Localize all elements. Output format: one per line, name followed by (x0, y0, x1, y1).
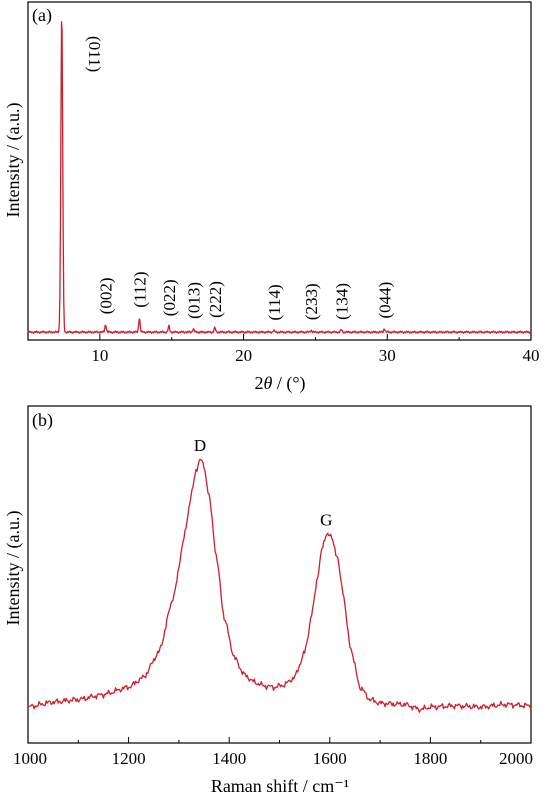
raman-x-tick-label: 2000 (499, 749, 533, 768)
xrd-x-ticks: 10 20 30 40 (27, 334, 540, 365)
raman-panel-label: (b) (32, 410, 53, 431)
xrd-peak-label: (114) (265, 284, 284, 320)
raman-plot-frame (27, 405, 532, 744)
xrd-peak-label: (022) (160, 279, 179, 316)
raman-peak-label: D (194, 436, 206, 455)
xrd-panel: (a) 10 20 30 40 (011)(002) (112) (022) (013) (2… (3, 1, 540, 394)
xrd-x-tick-label: 20 (235, 346, 252, 365)
raman-y-axis-label: Intensity / (a.u.) (3, 511, 24, 626)
raman-x-tick-label: 1000 (13, 749, 47, 768)
xrd-x-tick-label: 40 (523, 346, 540, 365)
xrd-peak-label: (112) (130, 271, 149, 307)
raman-panel: (b) 1000 1200 1400 1600 1800 2000 DG Raman sh… (3, 405, 533, 796)
xrd-peak-label: (013) (184, 282, 203, 319)
xrd-x-tick-label: 30 (379, 346, 396, 365)
xrd-peak-label: (011) (85, 36, 104, 72)
raman-x-tick-label: 1800 (413, 749, 447, 768)
raman-x-tick-label: 1400 (212, 749, 246, 768)
xrd-pattern-line (27, 21, 532, 334)
raman-x-ticks: 1000 1200 1400 1600 1800 2000 (13, 737, 533, 768)
raman-peak-annotations: DG (194, 436, 333, 529)
xrd-peak-labels: (011) (002) (112) (022) (013) (222) (114) (233)… (85, 36, 395, 320)
raman-spectrum-line (27, 458, 532, 713)
raman-x-axis-label: Raman shift / cm⁻¹ (211, 776, 349, 796)
xrd-peak-label: (134) (332, 283, 351, 320)
xrd-x-axis-label: 2θ / (°) (254, 373, 305, 394)
xrd-x-tick-label: 10 (91, 346, 108, 365)
xrd-peak-label: (002) (97, 277, 116, 314)
xrd-peak-label: (233) (302, 283, 321, 320)
xrd-panel-label: (a) (32, 5, 52, 26)
xrd-peak-label: (222) (206, 281, 225, 318)
xrd-peak-label: (044) (375, 282, 394, 319)
xrd-y-axis-label: Intensity / (a.u.) (3, 103, 24, 218)
raman-peak-label: G (320, 510, 332, 529)
raman-x-tick-label: 1200 (112, 749, 146, 768)
xrd-plot-frame (27, 1, 532, 341)
raman-x-tick-label: 1600 (313, 749, 347, 768)
